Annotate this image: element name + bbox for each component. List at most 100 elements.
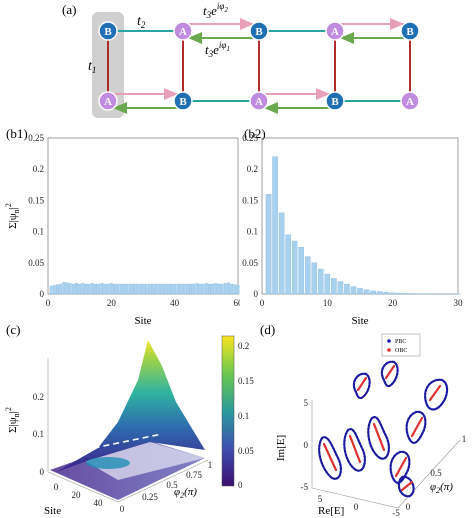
svg-text:B: B	[179, 96, 187, 108]
d-loop	[424, 378, 449, 411]
t3-phi1-arrows	[113, 32, 404, 114]
bar	[103, 283, 107, 295]
bar	[94, 283, 97, 295]
svg-text:A: A	[406, 96, 414, 108]
bar	[128, 283, 132, 295]
site-a: A	[173, 21, 193, 41]
c-surface-peak	[56, 340, 205, 472]
re-tick-label: 0	[354, 502, 359, 512]
x-tick-label: 0	[46, 298, 51, 308]
y-tick-label: 0.1	[33, 227, 44, 237]
d-legend-obc-marker	[387, 348, 391, 352]
bar	[204, 283, 208, 295]
bar	[298, 247, 304, 295]
y-tick-label: 0.2	[33, 164, 44, 174]
b2-xlabel: Site	[351, 315, 368, 327]
colorbar-tick-label: 0	[238, 480, 243, 490]
panel-d-label: (d)	[260, 322, 276, 337]
x-tick-label: 10	[323, 298, 333, 308]
bar	[223, 283, 227, 295]
d-loop	[380, 360, 399, 388]
bar	[78, 283, 82, 295]
t2-label: t2	[137, 14, 146, 30]
y-tick-label: 0.25	[242, 133, 258, 143]
c-axes-frame	[47, 358, 209, 503]
bar	[176, 283, 180, 295]
bar	[344, 283, 350, 295]
bar	[138, 283, 142, 295]
bar	[227, 282, 230, 295]
c-zlabel: Σ|ψn|2	[4, 407, 21, 433]
bar	[166, 283, 170, 295]
d-zlabel: Im[E]	[275, 435, 287, 461]
bar	[90, 283, 94, 295]
chart-b2: 0 10 20 30 0 0.05 0.1 0.15 0.2 0.25 Site	[242, 133, 464, 327]
c-colorbar	[221, 335, 235, 487]
svg-text:A: A	[331, 26, 339, 38]
d-loop	[367, 416, 390, 460]
bar	[132, 283, 135, 295]
y-tick-label: 0.25	[28, 133, 44, 143]
bar	[396, 292, 402, 295]
chart-b1: 0 20 40 60 0 0.05 0.1 0.15 0.2 0.25 Site Σ|ψn|2	[4, 133, 240, 327]
d-phi-label: φ2(π)	[430, 481, 453, 495]
bar	[376, 291, 383, 295]
site-b: B	[325, 91, 345, 111]
svg-text:B: B	[331, 96, 339, 108]
y-tick-label: 0	[254, 289, 259, 299]
x-tick-label: 30	[454, 298, 464, 308]
bar	[278, 212, 285, 295]
colorbar-tick-label: 0.15	[238, 376, 254, 386]
bar	[116, 283, 120, 295]
d-spectra	[318, 360, 449, 498]
bar	[208, 283, 211, 295]
im-tick-label: 0	[304, 440, 309, 450]
bar	[122, 283, 126, 295]
phi-tick-label: 0	[120, 504, 125, 514]
svg-text:B: B	[406, 26, 414, 38]
bar	[62, 281, 66, 295]
bar	[331, 278, 337, 295]
bar	[173, 283, 177, 295]
x-tick-label: 0	[260, 298, 265, 308]
d-xlabel: Re[E]	[318, 505, 344, 517]
bar	[170, 283, 173, 295]
t3-phi2-arrows	[111, 18, 404, 100]
bar	[185, 283, 189, 295]
d-legend-obc: OBC	[395, 348, 407, 354]
d-loop	[352, 372, 371, 400]
y-tick-label: 0.15	[242, 195, 258, 205]
svg-text:B: B	[104, 26, 112, 38]
bar	[81, 283, 85, 295]
bar	[192, 283, 196, 295]
bar	[113, 283, 116, 295]
z-tick-label: 0	[40, 467, 45, 477]
panel-b2-label: (b2)	[244, 126, 266, 141]
svg-text:B: B	[255, 26, 263, 38]
bar	[119, 283, 123, 295]
c-dashed-line	[73, 433, 163, 453]
site-a: A	[249, 91, 269, 111]
svg-text:A: A	[255, 96, 263, 108]
bar	[201, 283, 205, 295]
y-tick-label: 0.05	[242, 258, 258, 268]
z-tick-label: 0.2	[33, 392, 44, 402]
site-a: A	[325, 21, 345, 41]
panel-b1-label: (b1)	[6, 126, 28, 141]
phi-tick-label: 0	[406, 502, 411, 512]
d-loop	[318, 436, 342, 480]
phi-tick-label: 1	[208, 460, 213, 470]
c-surface-dip	[86, 457, 130, 469]
bar	[311, 262, 318, 295]
bar	[198, 283, 202, 295]
panel-a-label: (a)	[62, 2, 77, 17]
site-a: A	[400, 91, 420, 111]
svg-text:A: A	[179, 26, 187, 38]
bar	[236, 285, 240, 295]
y-tick-label: 0	[40, 289, 45, 299]
y-tick-label: 0.05	[28, 258, 44, 268]
bar	[324, 273, 331, 295]
bar	[189, 283, 192, 295]
bar	[265, 194, 272, 295]
bar	[357, 288, 363, 295]
